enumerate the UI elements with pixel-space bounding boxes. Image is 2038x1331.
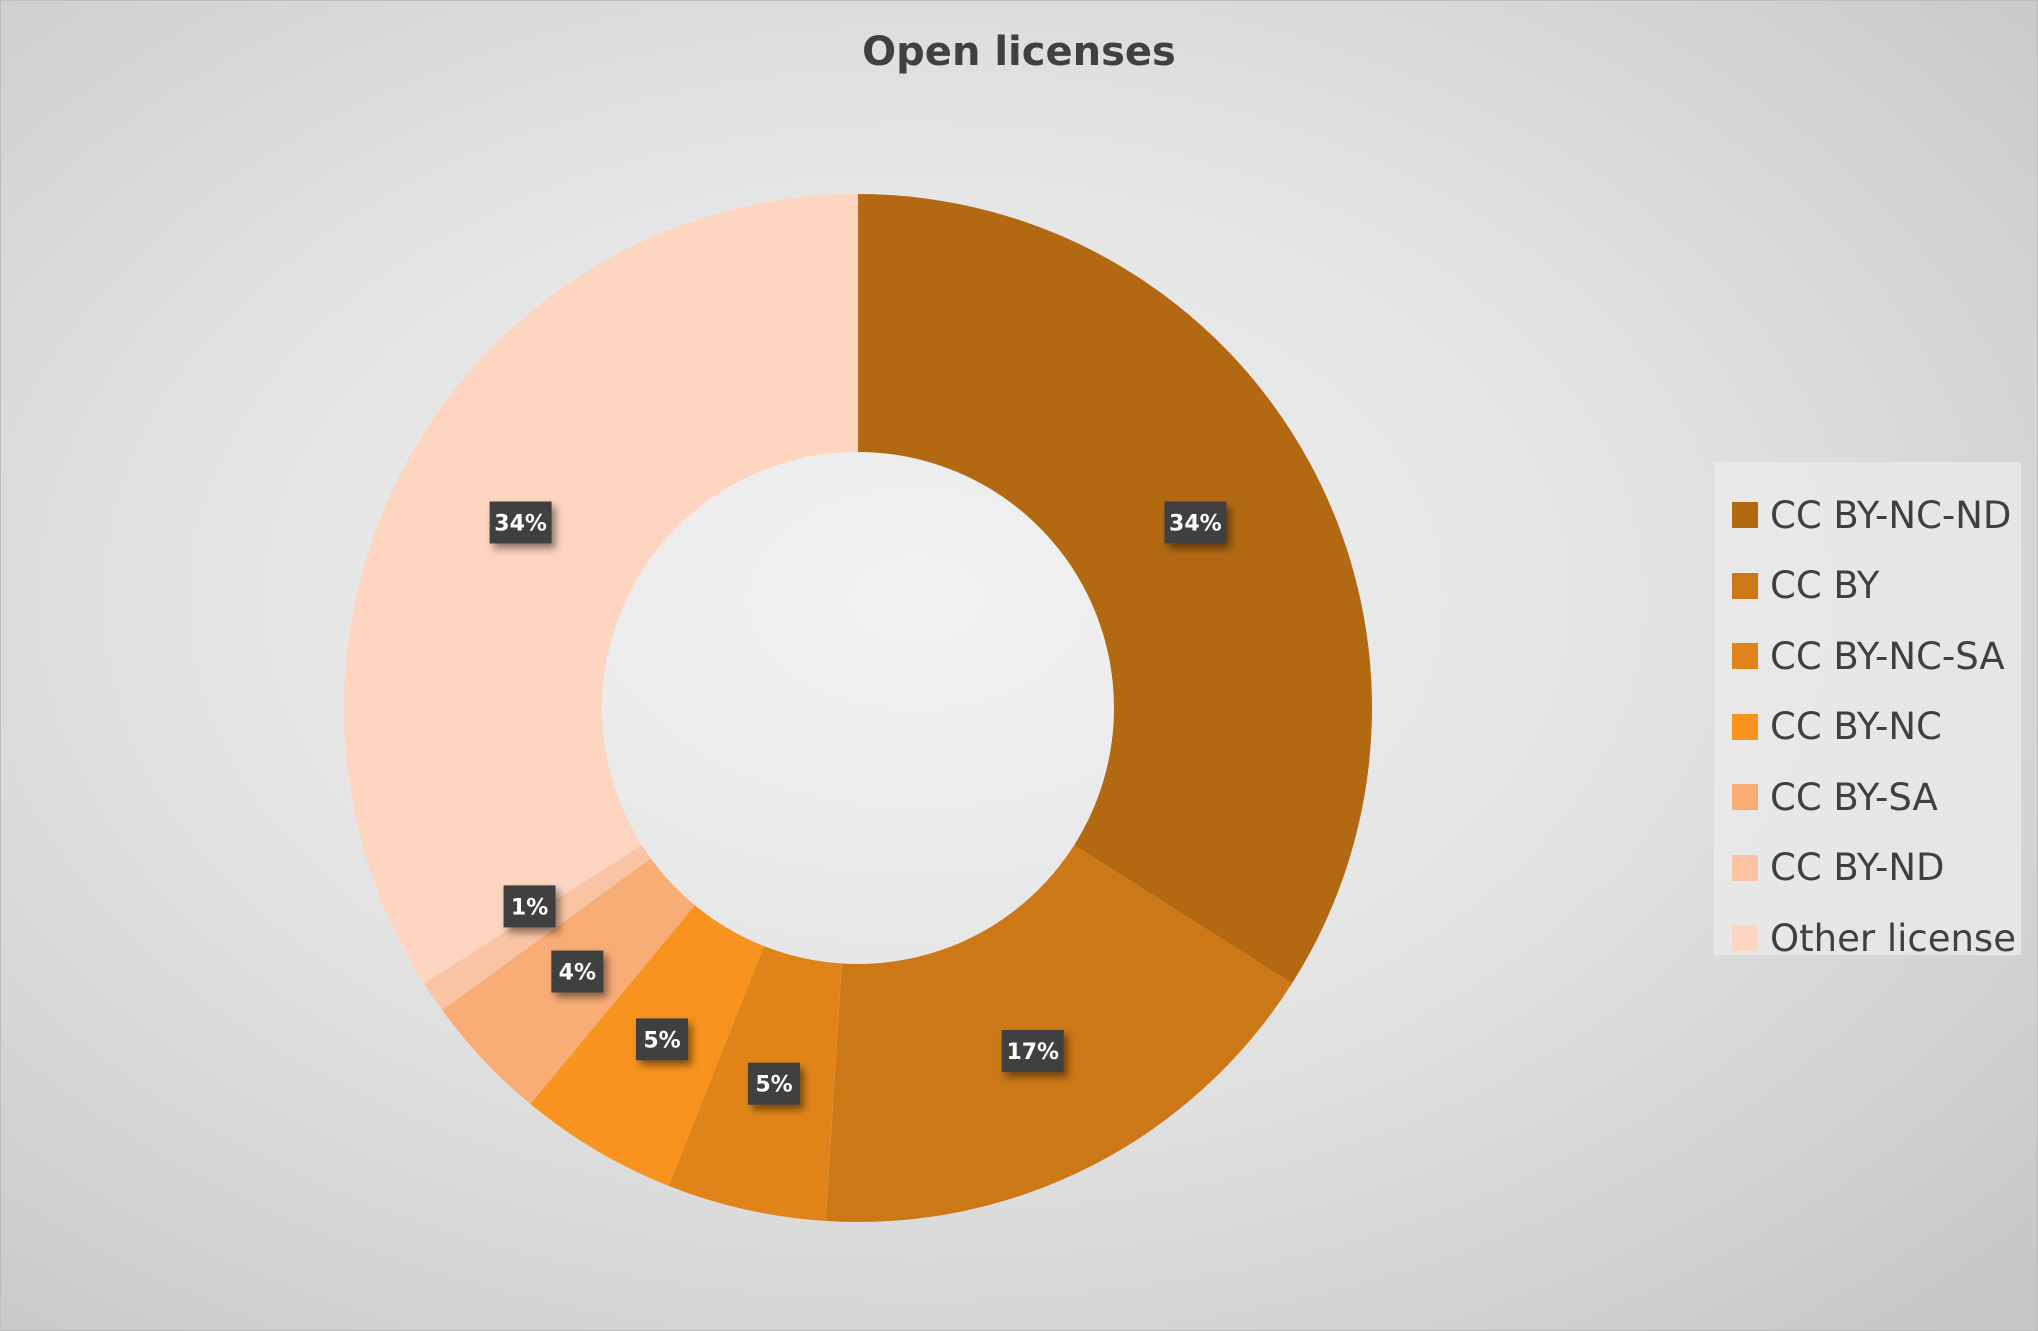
data-label-text: 4% <box>559 961 596 986</box>
legend-label: CC BY <box>1770 564 1880 608</box>
slice-cc-by-nd <box>424 845 651 1011</box>
legend-item: CC BY-NC-SA <box>1714 621 2021 692</box>
legend: CC BY-NC-ND CC BY CC BY-NC-SA CC BY-NC CC BY… <box>1714 462 2021 960</box>
data-label: 34% <box>1164 501 1227 544</box>
legend-swatch <box>1732 643 1758 670</box>
legend-item: CC BY-NC-ND <box>1714 480 2021 551</box>
legend-item: CC BY-SA <box>1714 762 2021 833</box>
data-label-box <box>1164 501 1227 544</box>
data-label-box <box>748 1062 801 1105</box>
legend-label: Other license <box>1770 916 2016 960</box>
legend-swatch <box>1732 925 1758 952</box>
legend-swatch <box>1732 854 1758 881</box>
legend-swatch <box>1732 784 1758 811</box>
data-label-text: 17% <box>1006 1040 1059 1065</box>
data-label: 1% <box>503 885 556 928</box>
legend-item: CC BY-ND <box>1714 833 2021 904</box>
data-label-box <box>489 501 552 544</box>
legend-label: CC BY-NC-SA <box>1770 634 2005 678</box>
data-label-box <box>503 885 556 928</box>
data-label-text: 1% <box>511 895 548 920</box>
legend-swatch <box>1732 713 1758 740</box>
data-label-text: 34% <box>494 512 547 537</box>
legend-swatch <box>1732 572 1758 599</box>
legend-label: CC BY-SA <box>1770 775 1938 819</box>
data-label-box <box>636 1018 689 1061</box>
data-label: 34% <box>489 501 552 544</box>
legend-item: CC BY <box>1714 551 2021 622</box>
legend-swatch <box>1732 502 1758 529</box>
data-label-text: 34% <box>1169 512 1222 537</box>
data-label-box <box>551 950 604 993</box>
legend-label: CC BY-NC-ND <box>1770 493 2012 537</box>
slice-other-license <box>344 194 858 984</box>
legend-item: Other license <box>1714 903 2021 974</box>
legend-label: CC BY-ND <box>1770 846 1945 890</box>
slice-cc-by-nc-nd <box>858 194 1372 984</box>
data-label-text: 5% <box>643 1028 680 1053</box>
data-label: 5% <box>748 1062 801 1105</box>
legend-item: CC BY-NC <box>1714 692 2021 763</box>
data-label: 17% <box>1001 1030 1064 1073</box>
data-label-text: 5% <box>755 1073 792 1098</box>
data-label-box <box>1001 1030 1064 1073</box>
legend-label: CC BY-NC <box>1770 705 1942 749</box>
data-label: 5% <box>636 1018 689 1061</box>
data-label: 4% <box>551 950 604 993</box>
chart-title: Open licenses <box>862 29 1176 75</box>
